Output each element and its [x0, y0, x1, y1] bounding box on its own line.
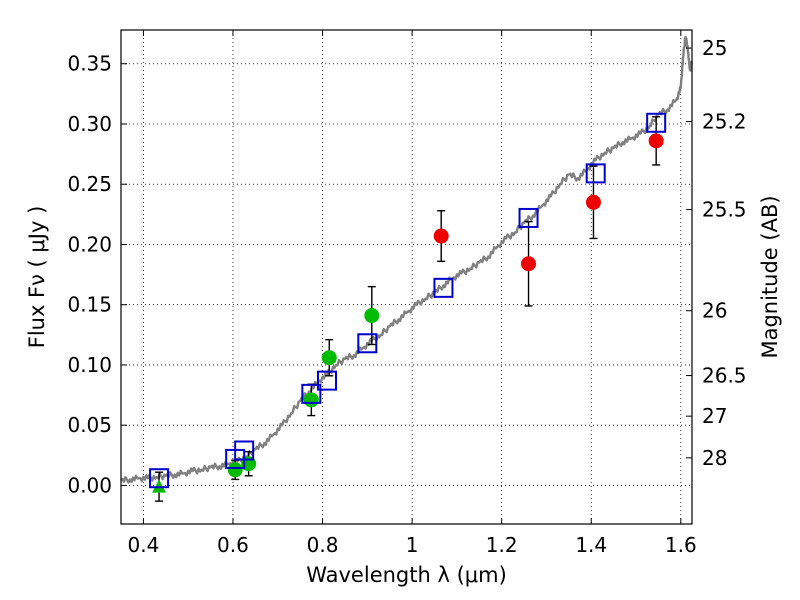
x-tick-label: 1.6 [665, 533, 697, 557]
model-photometry-square [149, 468, 170, 489]
triangle-marker [152, 479, 167, 493]
green-point [364, 308, 380, 324]
axis-ticks [121, 30, 692, 524]
x-axis-label: Wavelength λ (μm) [306, 563, 507, 587]
y-axis-label: Flux Fν ( μJy ) [25, 206, 49, 349]
model-spectrum [120, 36, 694, 484]
right-tick-label: 27 [702, 404, 727, 428]
y-tick-label: 0.10 [67, 353, 112, 377]
green-point [227, 462, 243, 478]
y-tick-label: 0.15 [67, 293, 112, 317]
right-tick-label: 25.5 [702, 198, 747, 222]
y-tick-label: 0.35 [67, 52, 112, 76]
y-tick-label: 0.20 [67, 232, 112, 256]
x-tick-label: 0.6 [217, 533, 249, 557]
y-tick-label: 0.05 [67, 413, 112, 437]
green-point [303, 392, 319, 408]
x-tick-label: 0.4 [127, 533, 159, 557]
axis-tick-labels: 0.4 0.6 0.8 1 1.2 1.4 1.6 0.00 0.05 0.10 0.15 0.20 0… [67, 36, 746, 557]
error-bars [155, 116, 661, 502]
y-tick-label: 0.25 [67, 172, 112, 196]
x-tick-label: 1 [406, 533, 419, 557]
right-tick-label: 28 [702, 446, 727, 470]
model-spectrum-line [120, 36, 694, 484]
x-tick-label: 1.2 [486, 533, 518, 557]
red-point [585, 194, 601, 210]
red-point [521, 256, 537, 272]
red-point [648, 133, 664, 149]
model-photometry-square [518, 207, 539, 228]
model-photometry-square [317, 370, 338, 391]
plot-frame [120, 29, 693, 525]
right-tick-label: 26 [702, 299, 727, 323]
y-tick-label: 0.00 [67, 473, 112, 497]
red-point [433, 228, 449, 244]
model-photometry-square [301, 383, 322, 404]
x-tick-label: 0.8 [307, 533, 339, 557]
right-tick-label: 25.2 [702, 110, 747, 134]
model-photometry-square [357, 333, 378, 354]
right-tick-label: 25 [702, 36, 727, 60]
model-photometry-square [646, 112, 667, 133]
model-photometry-square [234, 440, 255, 461]
green-point [321, 350, 337, 366]
data-markers [149, 112, 667, 493]
model-photometry-square [433, 277, 454, 298]
grid-lines [121, 30, 692, 524]
model-photometry-square [585, 163, 606, 184]
y-tick-label: 0.30 [67, 112, 112, 136]
x-tick-label: 1.4 [575, 533, 607, 557]
right-axis-label: Magnitude (AB) [758, 195, 782, 358]
right-tick-label: 26.5 [702, 364, 747, 388]
